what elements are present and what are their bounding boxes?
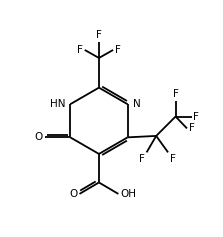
Text: OH: OH bbox=[120, 189, 136, 199]
Text: F: F bbox=[139, 154, 145, 164]
Text: F: F bbox=[189, 123, 195, 133]
Text: F: F bbox=[77, 45, 83, 55]
Text: F: F bbox=[96, 30, 102, 40]
Text: O: O bbox=[69, 189, 78, 199]
Text: F: F bbox=[115, 45, 121, 55]
Text: F: F bbox=[193, 112, 199, 122]
Text: HN: HN bbox=[50, 99, 65, 109]
Text: F: F bbox=[170, 154, 176, 164]
Text: O: O bbox=[35, 132, 43, 142]
Text: N: N bbox=[133, 99, 140, 109]
Text: F: F bbox=[173, 89, 178, 99]
